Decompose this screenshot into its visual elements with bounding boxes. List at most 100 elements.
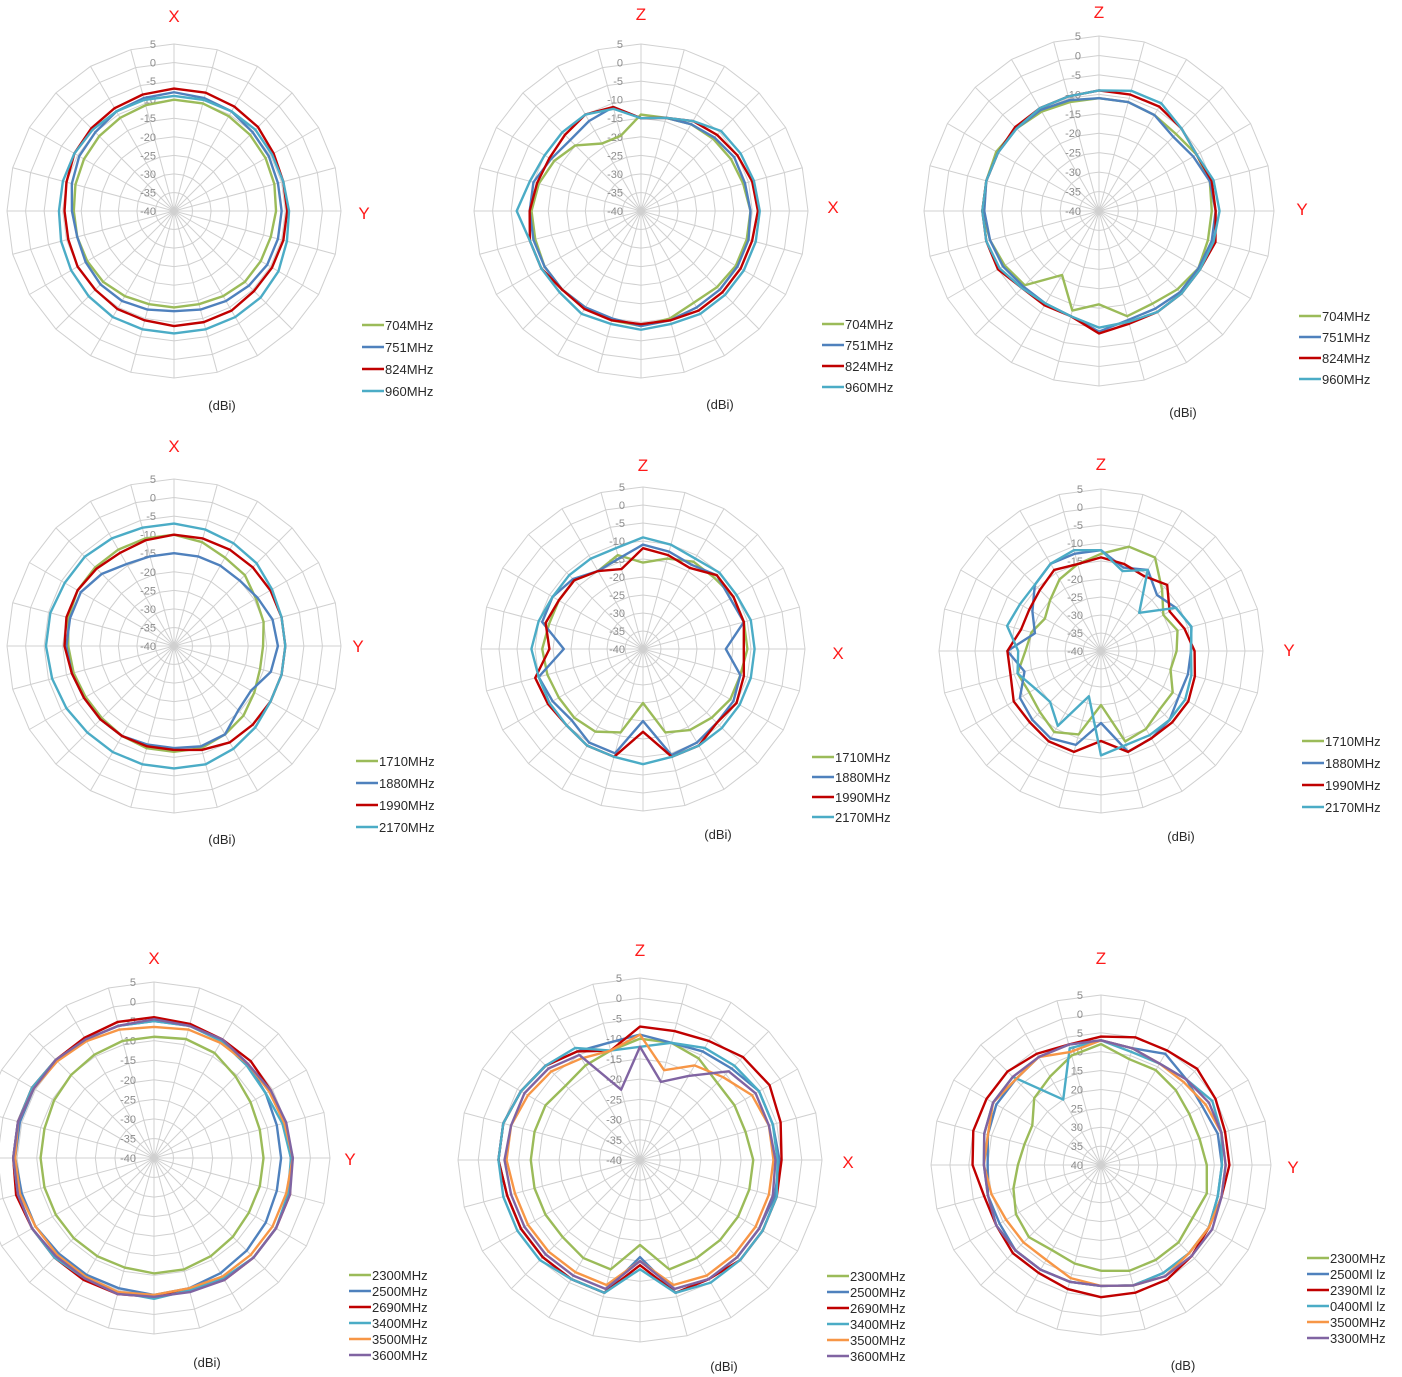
chart-4: 50-5-10-15-20-25-30-35-40XY1710MHz1880MH… <box>6 437 435 847</box>
chart-1-series-1 <box>72 98 278 309</box>
chart-9-tick-label: 0 <box>1077 1009 1083 1021</box>
chart-3-spoke <box>1053 210 1100 381</box>
chart-4-legend-label: 1880MHz <box>379 776 435 791</box>
chart-2-top-axis-label: Z <box>636 5 646 24</box>
chart-1-tick-label: -20 <box>140 132 156 144</box>
chart-7-spoke <box>29 1033 155 1159</box>
chart-7-tick-label: -35 <box>120 1133 136 1145</box>
chart-6-tick-label: -10 <box>1067 538 1083 550</box>
chart-2-tick-label: 0 <box>617 58 623 70</box>
chart-7-spoke <box>153 1111 325 1159</box>
chart-3-spoke <box>1098 210 1145 381</box>
chart-6-spoke <box>1019 510 1102 652</box>
chart-5-tick-label: -35 <box>609 626 625 638</box>
chart-7-legend-label: 3400MHz <box>372 1316 428 1331</box>
chart-1-tick-label: -15 <box>140 113 156 125</box>
chart-6-top-axis-label: Z <box>1096 455 1106 474</box>
chart-6-tick-label: -35 <box>1067 628 1083 640</box>
chart-8-top-axis-label: Z <box>635 941 645 960</box>
chart-9-spoke <box>1100 1164 1266 1210</box>
chart-1-top-axis-label: X <box>168 7 179 26</box>
chart-2-spoke <box>640 92 760 212</box>
chart-2-tick-label: -15 <box>607 113 623 125</box>
chart-1-spoke <box>12 210 175 255</box>
chart-8-series-6 <box>503 1045 777 1291</box>
chart-8-spoke <box>510 1159 641 1290</box>
chart-6-spoke <box>944 650 1102 694</box>
chart-8-spoke <box>482 1068 641 1161</box>
chart-4-spoke <box>173 602 336 647</box>
chart-1-spoke <box>12 167 175 212</box>
chart-9-spoke <box>1056 1000 1102 1166</box>
chart-1-legend-label: 824MHz <box>385 362 433 377</box>
chart-3-spoke <box>1098 41 1145 212</box>
chart-5-spoke <box>642 648 725 790</box>
chart-4-tick-label: -30 <box>140 604 156 616</box>
chart-5-series-3 <box>534 547 746 758</box>
chart-5-series-4 <box>530 536 756 766</box>
chart-7-legend-label: 3600MHz <box>372 1348 428 1363</box>
chart-4-spoke <box>130 645 175 808</box>
chart-5-spoke <box>528 534 644 650</box>
chart-8-spoke <box>639 1030 770 1161</box>
chart-6-spoke <box>1100 510 1183 652</box>
chart-3-spoke <box>1098 210 1251 299</box>
chart-6-spoke <box>1100 569 1242 652</box>
chart-2-side-axis-label: X <box>827 198 838 217</box>
chart-8-spoke <box>510 1030 641 1161</box>
chart-2-spoke <box>640 66 725 212</box>
chart-8-tick-label: -15 <box>606 1054 622 1066</box>
chart-4-spoke <box>173 645 336 690</box>
chart-4-spoke <box>29 562 175 647</box>
chart-6-series-3 <box>1006 556 1197 754</box>
chart-9-tick-label: 25 <box>1071 1103 1083 1115</box>
chart-5-spoke <box>642 648 800 692</box>
chart-9-tick-label: 40 <box>1071 1160 1083 1172</box>
chart-8-unit-label: (dBi) <box>710 1359 737 1374</box>
chart-4-series-3 <box>63 533 287 752</box>
chart-5: 50-5-10-15-20-25-30-35-40ZX1710MHz1880MH… <box>480 456 891 842</box>
chart-9-spoke <box>1056 1164 1102 1330</box>
chart-7-spoke <box>153 1069 307 1159</box>
chart-9-spoke <box>936 1164 1102 1210</box>
chart-7-spoke <box>29 1157 155 1283</box>
chart-2-tick-label: -40 <box>607 206 623 218</box>
chart-8-spoke <box>639 1002 732 1161</box>
chart-1-tick-label: 5 <box>150 39 156 51</box>
chart-3-tick-label: -35 <box>1065 187 1081 199</box>
chart-6-spoke <box>960 650 1102 733</box>
chart-2-spoke <box>597 49 642 212</box>
chart-4-top-axis-label: X <box>168 437 179 456</box>
chart-3-tick-label: 5 <box>1075 31 1081 43</box>
chart-7-spoke <box>153 1157 279 1283</box>
chart-4-tick-label: -25 <box>140 585 156 597</box>
chart-8-spoke <box>639 1159 816 1208</box>
chart-1-spoke <box>173 127 319 212</box>
chart-7-tick-label: -20 <box>120 1075 136 1087</box>
chart-6-spoke <box>1058 650 1102 808</box>
chart-2-legend-label: 960MHz <box>845 380 893 395</box>
chart-1-tick-label: -25 <box>140 150 156 162</box>
chart-9-legend-label: 2390Ml lz <box>1330 1283 1386 1298</box>
chart-9-spoke <box>1015 1017 1102 1166</box>
chart-5-tick-label: -20 <box>609 572 625 584</box>
chart-8-spoke <box>548 1159 641 1318</box>
chart-9-series-1 <box>1012 1042 1209 1273</box>
chart-8-legend-label: 3400MHz <box>850 1317 906 1332</box>
chart-5-spoke <box>561 648 644 790</box>
chart-4-legend-label: 1990MHz <box>379 798 435 813</box>
chart-9-legend-label: 2500Ml lz <box>1330 1267 1386 1282</box>
chart-6-spoke <box>1100 650 1242 733</box>
chart-4-spoke <box>29 645 175 730</box>
chart-2-tick-label: -25 <box>607 150 623 162</box>
chart-7-spoke <box>153 1033 279 1159</box>
chart-8-spoke <box>639 1159 770 1290</box>
chart-4-spoke <box>55 645 175 765</box>
chart-4-spoke <box>90 645 175 791</box>
chart-8-spoke <box>592 1159 641 1336</box>
chart-9-tick-label: 15 <box>1071 1066 1083 1078</box>
chart-6-legend-label: 1710MHz <box>1325 734 1381 749</box>
chart-7-spoke <box>107 987 155 1159</box>
chart-1-spoke <box>29 127 175 212</box>
